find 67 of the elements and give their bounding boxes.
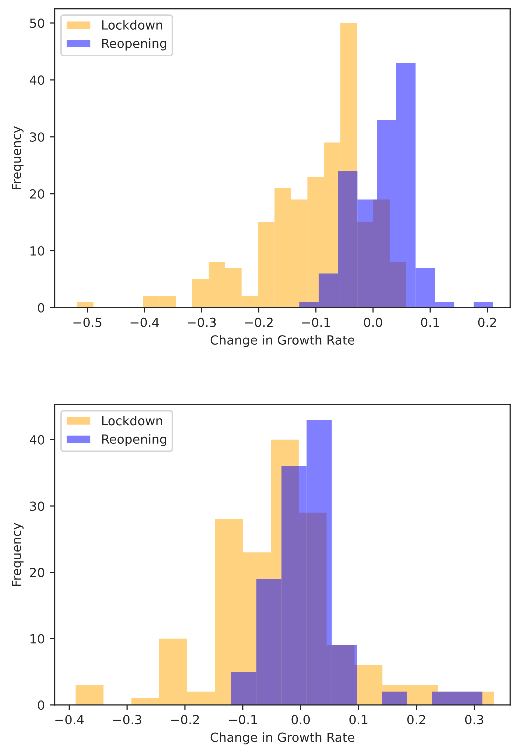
bar [474,302,494,308]
x-tick-label: −0.3 [188,318,216,328]
bar [187,692,216,706]
x-tick-label: −0.5 [74,318,102,328]
bar [382,692,408,706]
y-tick-label: 10 [30,634,44,644]
x-axis-title: Change in Growth Rate [210,335,355,348]
bar [318,274,338,308]
bar [231,672,257,706]
y-tick-label: 40 [30,435,44,445]
bar [396,63,416,308]
x-tick-label: 0.3 [465,715,484,725]
x-tick-label: 0.1 [350,715,368,725]
x-tick-label: −0.2 [245,318,273,328]
bar [258,222,275,308]
bar [300,302,319,308]
x-tick-label: −0.1 [302,318,330,328]
x-axis-title: Change in Growth Rate [210,732,355,745]
x-tick-label: −0.2 [171,715,200,725]
bar [306,420,332,706]
bar [338,171,358,308]
y-tick-label: 30 [30,132,44,142]
bar [377,120,396,308]
bar [225,268,242,308]
legend-label: Lockdown [102,20,162,30]
bar [432,692,458,706]
x-tick-label: −0.4 [130,318,160,328]
y-axis-title: Frequency [12,126,24,190]
bar [458,692,483,706]
y-tick-label: 20 [30,568,44,578]
bar [291,200,308,308]
bar [332,646,358,706]
legend-label: Reopening [102,38,166,51]
bar [215,520,244,706]
bar [160,296,176,308]
bar [208,262,226,308]
y-tick-label: 0 [38,303,44,313]
y-tick-label: 50 [30,18,44,28]
y-axis-title: Frequency [12,523,24,586]
bar [76,685,104,706]
x-tick-label: 0.0 [292,715,310,725]
x-tick-label: −0.4 [56,715,84,725]
bar [358,200,378,308]
bar [160,638,188,706]
y-tick-label: 30 [30,502,44,512]
bar [256,579,282,706]
y-tick-label: 0 [38,700,44,710]
bar [132,698,160,706]
bar [416,268,436,308]
bar [435,302,455,308]
x-tick-label: −0.3 [113,715,142,725]
x-tick-label: −0.1 [229,715,258,725]
bar [242,296,258,308]
y-tick-label: 20 [30,190,44,199]
y-tick-label: 40 [30,76,44,86]
bar [77,302,94,308]
bar [274,188,292,308]
legend-label: Reopening [102,434,166,446]
x-tick-label: 0.2 [478,318,496,328]
bar [192,279,209,308]
x-tick-label: 0.0 [364,318,382,328]
y-tick-label: 10 [30,246,44,256]
x-tick-label: 0.1 [421,318,440,328]
bar [143,296,160,308]
legend-label: Lockdown [102,416,162,426]
bar [282,466,307,706]
x-tick-label: 0.2 [408,715,426,725]
